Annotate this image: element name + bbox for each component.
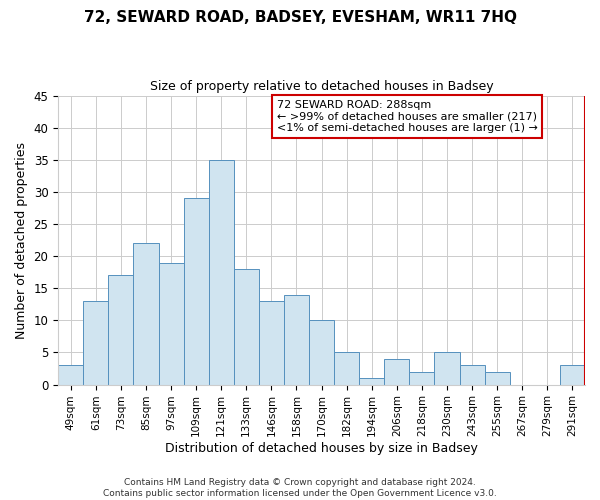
Bar [83, 301, 109, 384]
Bar [409, 372, 434, 384]
Bar [434, 352, 460, 384]
Bar [309, 320, 334, 384]
Bar [58, 366, 83, 384]
Bar [359, 378, 384, 384]
Bar [384, 359, 409, 384]
Bar [560, 366, 585, 384]
Text: Contains HM Land Registry data © Crown copyright and database right 2024.
Contai: Contains HM Land Registry data © Crown c… [103, 478, 497, 498]
Bar [259, 301, 284, 384]
Text: 72, SEWARD ROAD, BADSEY, EVESHAM, WR11 7HQ: 72, SEWARD ROAD, BADSEY, EVESHAM, WR11 7… [83, 10, 517, 25]
Bar [133, 244, 158, 384]
Y-axis label: Number of detached properties: Number of detached properties [15, 142, 28, 338]
Title: Size of property relative to detached houses in Badsey: Size of property relative to detached ho… [150, 80, 493, 93]
Bar [485, 372, 510, 384]
Text: 72 SEWARD ROAD: 288sqm
← >99% of detached houses are smaller (217)
<1% of semi-d: 72 SEWARD ROAD: 288sqm ← >99% of detache… [277, 100, 538, 133]
Bar [109, 276, 133, 384]
Bar [184, 198, 209, 384]
Bar [334, 352, 359, 384]
Bar [158, 262, 184, 384]
X-axis label: Distribution of detached houses by size in Badsey: Distribution of detached houses by size … [165, 442, 478, 455]
Bar [234, 269, 259, 384]
Bar [284, 294, 309, 384]
Bar [460, 366, 485, 384]
Bar [209, 160, 234, 384]
